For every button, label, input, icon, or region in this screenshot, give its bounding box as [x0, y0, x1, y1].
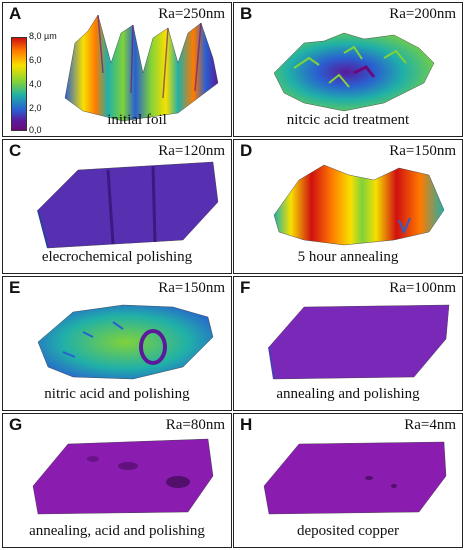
panel-caption: deposited copper: [296, 523, 400, 539]
panel-letter: E: [9, 278, 21, 297]
colorbar-tick-4: 4,0: [29, 79, 42, 89]
panel-caption: annealing, acid and polishing: [29, 523, 205, 539]
roughness-label: Ra=150nm: [158, 280, 225, 296]
panel-e: E Ra=150nm nitric acid and polishing: [2, 276, 232, 411]
surface-plot-c: [37, 161, 219, 249]
panel-caption: nitric acid and polishing: [44, 386, 190, 402]
roughness-label: Ra=100nm: [389, 280, 456, 296]
roughness-label: Ra=150nm: [389, 143, 456, 159]
colorbar-tick-6: 6,0: [29, 55, 42, 65]
surface-plot-b: [273, 32, 435, 112]
roughness-label: Ra=4nm: [404, 417, 456, 433]
panel-d: D Ra=150nm 5 hour annealing: [233, 139, 463, 274]
panel-a: 8,0 µm 6,0 4,0 2,0 0,0 A Ra=250nm initia…: [2, 2, 232, 137]
surface-plot-a: [64, 14, 219, 122]
roughness-label: Ra=200nm: [389, 6, 456, 22]
surface-plot-h: [263, 441, 447, 515]
panel-letter: F: [240, 278, 251, 297]
surface-plot-g: [32, 438, 214, 515]
panel-g: G Ra=80nm annealing, acid and polishing: [2, 413, 232, 548]
surface-plot-e: [37, 304, 214, 380]
height-colorbar: [11, 37, 27, 131]
panel-caption: 5 hour annealing: [297, 249, 399, 265]
panel-letter: D: [240, 141, 253, 160]
roughness-label: Ra=250nm: [158, 6, 225, 22]
panel-letter: G: [9, 415, 23, 434]
panel-letter: C: [9, 141, 22, 160]
surface-plot-d: [273, 164, 445, 246]
panel-caption: nitcic acid treatment: [286, 112, 410, 128]
panel-letter: H: [240, 415, 253, 434]
panel-caption: initial foil: [107, 112, 167, 128]
panel-caption: annealing and polishing: [276, 386, 420, 402]
panel-letter: A: [9, 4, 22, 23]
panel-letter: B: [240, 4, 253, 23]
surface-plot-f: [268, 304, 450, 380]
panel-caption: elecrochemical polishing: [41, 249, 193, 265]
panel-f: F Ra=100nm annealing and polishing: [233, 276, 463, 411]
colorbar-tick-2: 2,0: [29, 103, 42, 113]
panel-c: C Ra=120nm elecrochemical polishing: [2, 139, 232, 274]
panel-h: H Ra=4nm deposited copper: [233, 413, 463, 548]
roughness-label: Ra=120nm: [158, 143, 225, 159]
roughness-label: Ra=80nm: [165, 417, 225, 433]
panel-b: B Ra=200nm nitcic acid treatment: [233, 2, 463, 137]
colorbar-tick-8: 8,0 µm: [29, 31, 57, 41]
colorbar-tick-0: 0,0: [29, 125, 42, 135]
